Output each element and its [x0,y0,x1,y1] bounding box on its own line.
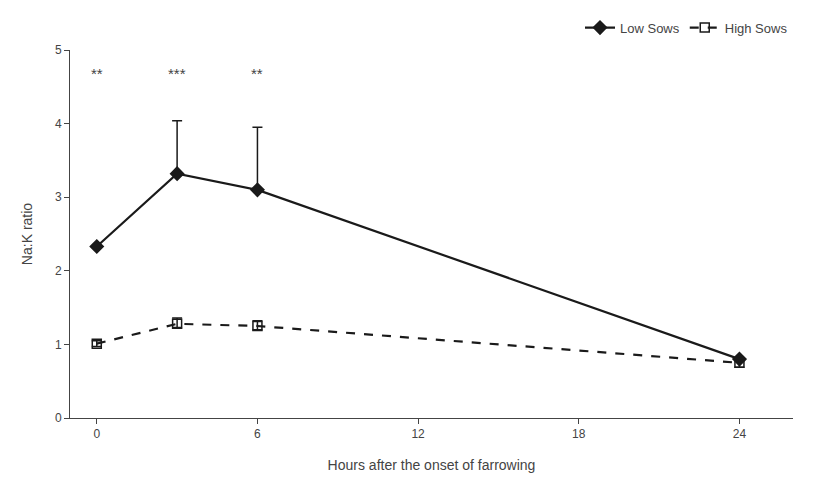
svg-text:Hours after the onset of farro: Hours after the onset of farrowing [328,457,536,473]
svg-text:High Sows: High Sows [725,21,788,36]
svg-text:**: ** [251,65,263,82]
svg-text:Low Sows: Low Sows [620,21,680,36]
svg-text:**: ** [91,65,103,82]
svg-text:3: 3 [55,190,62,204]
svg-text:0: 0 [55,411,62,425]
svg-text:18: 18 [572,427,586,441]
svg-text:***: *** [168,65,186,82]
svg-text:0: 0 [93,427,100,441]
svg-text:6: 6 [254,427,261,441]
svg-text:24: 24 [733,427,747,441]
svg-text:Na:K ratio: Na:K ratio [19,203,35,265]
svg-text:1: 1 [55,338,62,352]
svg-text:2: 2 [55,264,62,278]
svg-text:12: 12 [411,427,425,441]
svg-text:5: 5 [55,43,62,57]
svg-text:4: 4 [55,117,62,131]
